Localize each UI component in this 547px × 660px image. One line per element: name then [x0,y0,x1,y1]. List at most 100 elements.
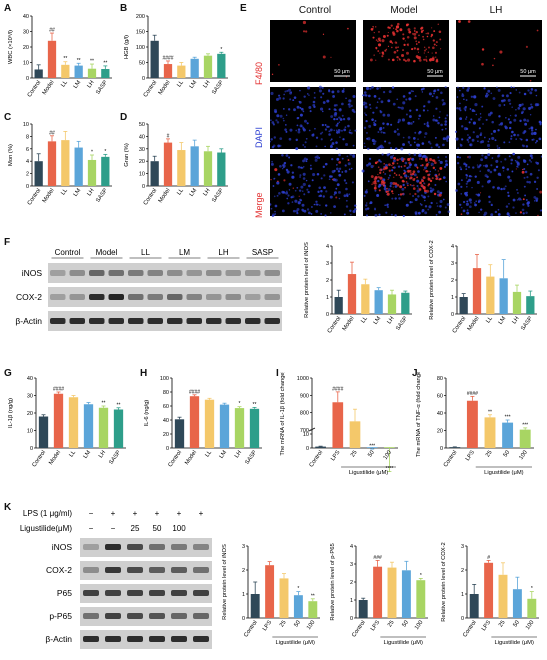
bar-J-0 [449,447,461,448]
x-tick-label-A-2: LL [60,79,69,88]
bar-G-2 [68,397,79,448]
blot-k-membrane-1 [80,561,212,580]
y-tick-label-F2-4: 4 [451,244,454,250]
y-label-B: HGB (g/l) [124,35,130,59]
blot-k-treat-0-4: + [177,509,182,518]
x-tick-label-F1-1: Model [342,316,356,332]
bar-I-2 [349,421,361,448]
x-tick-label-B-4: LH [202,80,211,90]
bar-F2-3 [499,278,508,314]
x-tick-label-G-4: LH [98,450,107,460]
chart-A: 0 10 20 30 40 WBC (×10⁹/l) Control ## Model ** LL *… [7,14,112,98]
blot-k-treat-1-3: 50 [153,524,162,533]
blot-k-band-0-2 [127,544,143,550]
blot-k-band-1-3 [149,567,165,573]
blot-k-band-2-5 [193,590,209,596]
x-tick-label-H-0: Control [168,450,184,469]
micro-row-f480: F4/80 [254,61,264,85]
bar-K1-2 [279,578,289,618]
x-label-K3: Ligustilide (μM) [494,640,533,646]
sig-K2-1: ### [373,555,382,561]
micro-cell-r2-c2 [455,152,542,217]
bar-B-0 [150,40,159,78]
y-tick-label-J-1: 20 [437,429,443,435]
blot-f-band-2-5 [147,318,163,324]
blot-f-band-1-1 [69,294,85,300]
sig-I-3: *** [369,444,375,450]
sig-C-1: ## [49,130,55,136]
blot-k-band-1-2 [127,567,143,573]
bar-K2-0 [358,600,368,618]
y-tick-label-K3-2: 2 [461,568,464,574]
panel-letter-k: K [4,502,12,513]
blot-f-band-2-8 [206,318,222,324]
bar-G-5 [113,409,124,448]
sig-A-2: ** [63,56,67,62]
blot-f-membrane-2 [48,311,282,331]
sig-I-4: **** [386,466,394,472]
y-tick-label-A-4: 40 [23,14,29,20]
y-tick-label-F1-2: 2 [326,278,329,284]
y-tick-label-K2-2: 2 [350,580,353,586]
y-tick-label-C-3: 6 [26,147,29,153]
y-tick-label-B-2: 100 [136,45,145,51]
x-tick-label-A-1: Model [42,80,56,96]
y-tick-label-I-3: 800 [300,411,309,417]
blot-f-band-2-10 [245,318,261,324]
sig-G-4: ** [102,401,106,407]
bar-K3-2 [498,574,508,618]
x-tick-label-G-1: Model [48,450,62,466]
blot-f-lane-label-3: LM [179,248,190,257]
bar-K1-1 [265,565,275,618]
bar-G-1 [53,393,64,448]
y-tick-label-F1-3: 3 [326,261,329,267]
y-tick-label-J-0: 0 [440,446,443,452]
y-tick-label-F2-3: 3 [451,261,454,267]
blot-k-band-3-0 [83,613,99,619]
x-tick-label-F2-2: LL [485,315,494,324]
blot-k-membrane-2 [80,584,212,603]
sig-A-4: ** [90,59,94,65]
sig-K3-1: # [487,555,490,561]
chart-K2: 0 1 2 3 4 Relative protein level of p-P65 Cont… [330,543,428,646]
chart-F1: 0 1 2 3 4 Relative protein level of iNOS Contr… [304,242,412,334]
blot-k: LPS (1 μg/ml) − + + + + + Ligustilide(μM) − − 25 50… [6,505,216,655]
x-label-K2: Ligustilide (μM) [383,640,422,646]
x-tick-label-H-3: LM [219,450,229,460]
bar-D-5 [217,152,226,186]
x-tick-label-B-3: LM [189,80,199,90]
bar-D-0 [150,161,159,186]
micro-cell-r0-c2: 50 μm [456,20,542,82]
bar-A-1 [47,40,57,78]
blot-k-treat-0-5: + [199,509,204,518]
y-label-D: Gran (%) [124,143,130,167]
x-tick-label-I-0: Control [309,450,325,469]
bar-C-5 [101,156,110,186]
y-tick-label-I-5: 1000 [297,376,309,382]
sig-B-5: * [220,47,222,53]
x-tick-label-A-5: SASP [95,80,109,96]
chart-C: 0 2 4 6 8 10 Mon (%) Control ## Model LL LM * LH * SASP [8,122,112,206]
x-tick-label-J-0: Control [443,450,459,469]
bar-F2-5 [526,296,535,314]
y-tick-label-K1-1: 1 [242,592,245,598]
x-label-K1: Ligustilide (μM) [275,640,314,646]
y-tick-label-I-1: 10 [303,432,309,438]
x-tick-label-H-4: LH [234,450,243,460]
bar-J-1 [466,400,478,448]
blot-f-band-0-3 [108,270,124,276]
blot-f-band-2-11 [264,318,280,324]
bar-F1-3 [374,290,383,314]
bar-J-4 [519,429,531,448]
y-tick-label-A-0: 0 [26,76,29,82]
y-tick-label-J-4: 80 [437,376,443,382]
scale-bar-label-2: 50 μm [520,69,536,75]
bar-K2-3 [401,570,411,618]
y-tick-label-H-4: 80 [163,390,169,396]
blot-k-membrane-3 [80,607,212,626]
y-tick-label-D-3: 30 [139,147,145,153]
blot-k-band-4-2 [127,636,143,642]
blot-k-row-label-2: P65 [57,588,72,598]
sig-A-5: ** [103,60,107,66]
panel-letter-g: G [4,368,12,379]
